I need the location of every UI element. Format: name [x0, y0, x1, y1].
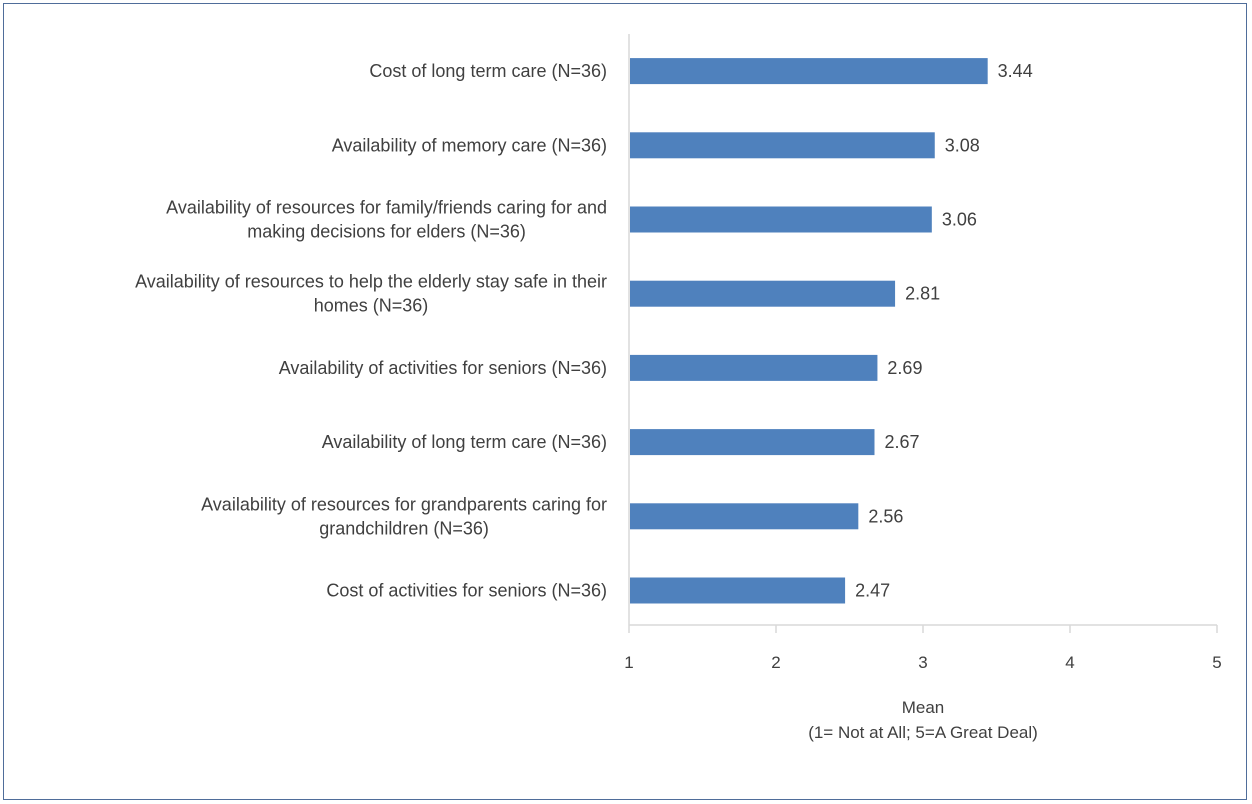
x-tick-label: 4: [1065, 653, 1074, 672]
data-label: 2.69: [887, 358, 922, 378]
category-label: Availability of memory care (N=36): [332, 135, 607, 155]
x-axis-title-line: Mean: [902, 698, 945, 717]
x-axis-title-line: (1= Not at All; 5=A Great Deal): [808, 723, 1038, 742]
x-axis: 1 2 3 4 5: [624, 34, 1222, 672]
bar: [630, 132, 935, 159]
bars-layer: [630, 58, 988, 604]
data-label: 2.47: [855, 581, 890, 601]
category-label: Availability of long term care (N=36): [322, 432, 607, 452]
category-label: Availability of activities for seniors (…: [279, 358, 607, 378]
chart-frame: [3, 3, 1247, 800]
bar: [630, 280, 896, 307]
category-label: Availability of resources for grandparen…: [201, 494, 607, 514]
category-label: grandchildren (N=36): [319, 518, 489, 538]
x-axis-title: Mean (1= Not at All; 5=A Great Deal): [808, 698, 1038, 742]
x-tick-label: 2: [771, 653, 780, 672]
category-label: Availability of resources to help the el…: [135, 272, 607, 292]
bar: [630, 429, 875, 456]
x-tick-label: 3: [918, 653, 927, 672]
x-tick-label: 1: [624, 653, 633, 672]
value-labels: 3.44 3.08 3.06 2.81 2.69 2.67 2.56 2.47: [855, 61, 1033, 600]
bar: [630, 354, 878, 381]
category-label: Availability of resources for family/fri…: [166, 198, 607, 218]
data-label: 2.56: [868, 506, 903, 526]
bar: [630, 58, 988, 85]
category-label: Cost of long term care (N=36): [369, 61, 607, 81]
x-tick-label: 5: [1212, 653, 1221, 672]
bar: [630, 206, 932, 233]
category-label: making decisions for elders (N=36): [247, 222, 526, 242]
category-label: homes (N=36): [314, 296, 429, 316]
data-label: 3.06: [942, 210, 977, 230]
bar: [630, 577, 846, 604]
data-label: 2.67: [884, 432, 919, 452]
bar: [630, 503, 859, 530]
data-label: 2.81: [905, 284, 940, 304]
category-label: Cost of activities for seniors (N=36): [326, 581, 607, 601]
category-labels: Cost of long term care (N=36) Availabilit…: [135, 61, 607, 600]
data-label: 3.44: [998, 61, 1033, 81]
data-label: 3.08: [945, 135, 980, 155]
